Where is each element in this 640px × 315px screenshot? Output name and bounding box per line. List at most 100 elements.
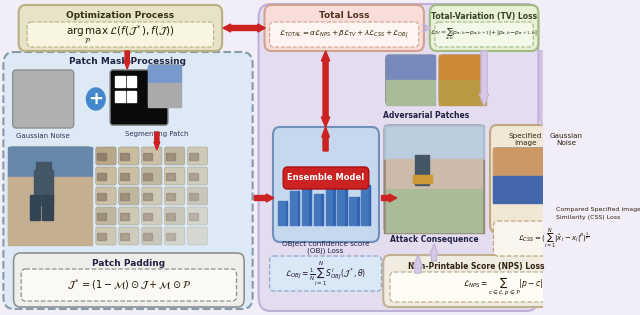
FancyBboxPatch shape — [110, 70, 168, 125]
Text: Similarity (CSS) Loss: Similarity (CSS) Loss — [556, 215, 621, 220]
Bar — [349, 197, 358, 225]
Bar — [321, 194, 323, 225]
FancyBboxPatch shape — [430, 5, 538, 51]
Text: Non-Printable Score (NPS) Loss: Non-Printable Score (NPS) Loss — [408, 261, 545, 271]
FancyBboxPatch shape — [118, 207, 139, 225]
Bar — [278, 201, 287, 225]
FancyBboxPatch shape — [141, 207, 162, 225]
FancyBboxPatch shape — [188, 227, 208, 245]
Bar — [120, 173, 129, 180]
FancyBboxPatch shape — [383, 255, 622, 307]
Bar — [361, 185, 371, 225]
Text: $\mathcal{L}_{TV}=\!\!\sum_{a,b}\!\!|p_{a,b}\!-\!p_{a,b+1}|\!+\!|p_{a,b}\!-\!p_{: $\mathcal{L}_{TV}=\!\!\sum_{a,b}\!\!|p_{… — [431, 27, 538, 42]
Bar — [386, 189, 483, 232]
Bar — [310, 183, 311, 225]
Bar — [493, 176, 551, 203]
FancyBboxPatch shape — [21, 269, 237, 301]
FancyBboxPatch shape — [269, 22, 419, 47]
FancyBboxPatch shape — [283, 167, 369, 189]
Bar — [97, 213, 106, 220]
Bar — [386, 55, 435, 80]
FancyBboxPatch shape — [188, 167, 208, 185]
FancyBboxPatch shape — [141, 227, 162, 245]
Bar — [386, 159, 483, 189]
FancyBboxPatch shape — [493, 221, 614, 256]
Polygon shape — [124, 51, 130, 69]
Bar — [148, 83, 180, 107]
Bar — [345, 188, 347, 225]
Bar — [386, 80, 435, 105]
Text: Noise: Noise — [556, 140, 577, 146]
FancyBboxPatch shape — [390, 272, 616, 302]
FancyBboxPatch shape — [188, 187, 208, 205]
Bar — [97, 233, 106, 240]
Text: $\mathcal{L}_{CSS}=(\sum_{i=1}^{N}|\hat{x}_i-x_i|^P)^{\frac{1}{P}}$: $\mathcal{L}_{CSS}=(\sum_{i=1}^{N}|\hat{… — [518, 227, 589, 250]
Bar — [302, 183, 311, 225]
FancyBboxPatch shape — [96, 227, 116, 245]
Text: Attack Consequence: Attack Consequence — [390, 236, 478, 244]
FancyBboxPatch shape — [384, 125, 484, 233]
Bar — [8, 147, 92, 177]
Polygon shape — [254, 194, 274, 202]
Text: Image: Image — [515, 140, 537, 146]
Text: Adversarial Patches: Adversarial Patches — [383, 111, 470, 119]
Polygon shape — [538, 51, 547, 126]
Bar — [8, 177, 92, 245]
Text: Patch Mask Processing: Patch Mask Processing — [68, 58, 186, 66]
Bar — [120, 233, 129, 240]
FancyBboxPatch shape — [96, 167, 116, 185]
Bar — [42, 195, 52, 220]
Text: $\underset{\mathcal{P}}{\arg\max}\,\mathcal{L}(f(\mathcal{J}^*), f(\mathcal{J})): $\underset{\mathcal{P}}{\arg\max}\,\math… — [66, 23, 175, 46]
FancyBboxPatch shape — [148, 65, 180, 107]
Bar — [120, 213, 129, 220]
Bar — [36, 162, 51, 170]
Polygon shape — [321, 51, 330, 127]
Circle shape — [86, 88, 105, 110]
FancyBboxPatch shape — [164, 147, 185, 165]
Bar — [97, 173, 106, 180]
Bar — [143, 233, 152, 240]
Polygon shape — [430, 244, 438, 261]
FancyBboxPatch shape — [554, 148, 614, 203]
Bar — [127, 91, 136, 102]
Bar — [148, 65, 180, 83]
FancyBboxPatch shape — [141, 167, 162, 185]
FancyBboxPatch shape — [164, 187, 185, 205]
Text: Compared Specified image: Compared Specified image — [556, 208, 640, 213]
FancyBboxPatch shape — [439, 55, 486, 105]
FancyBboxPatch shape — [8, 147, 92, 245]
Bar — [34, 170, 52, 205]
Bar — [143, 173, 152, 180]
Text: Gaussian Noise: Gaussian Noise — [17, 133, 70, 139]
Bar — [143, 153, 152, 160]
FancyBboxPatch shape — [118, 227, 139, 245]
Text: Patch Padding: Patch Padding — [92, 259, 165, 267]
Bar — [166, 193, 175, 200]
Bar — [97, 153, 106, 160]
Bar — [127, 76, 136, 87]
Bar — [415, 155, 429, 185]
Polygon shape — [322, 127, 330, 151]
Bar — [189, 193, 198, 200]
Text: Segmenting Patch: Segmenting Patch — [125, 131, 189, 137]
FancyBboxPatch shape — [141, 147, 162, 165]
FancyBboxPatch shape — [118, 147, 139, 165]
Text: Gaussian: Gaussian — [550, 133, 583, 139]
Bar — [115, 91, 125, 102]
Bar — [166, 153, 175, 160]
Bar — [97, 193, 106, 200]
Text: Specified: Specified — [509, 133, 542, 139]
Bar — [285, 201, 287, 225]
Text: $\mathcal{L}_{NPS}=\sum_{c\in\mathcal{C},\,p\in\mathcal{P}}|p-c|$: $\mathcal{L}_{NPS}=\sum_{c\in\mathcal{C}… — [463, 276, 543, 298]
Bar — [493, 148, 551, 176]
FancyBboxPatch shape — [188, 147, 208, 165]
Text: Total-Variation (TV) Loss: Total-Variation (TV) Loss — [431, 12, 537, 20]
Bar — [166, 213, 175, 220]
FancyBboxPatch shape — [19, 5, 222, 51]
Bar — [166, 233, 175, 240]
FancyBboxPatch shape — [490, 125, 621, 233]
Text: +: + — [88, 90, 103, 108]
Bar — [326, 179, 335, 225]
FancyBboxPatch shape — [188, 207, 208, 225]
FancyBboxPatch shape — [264, 5, 424, 51]
